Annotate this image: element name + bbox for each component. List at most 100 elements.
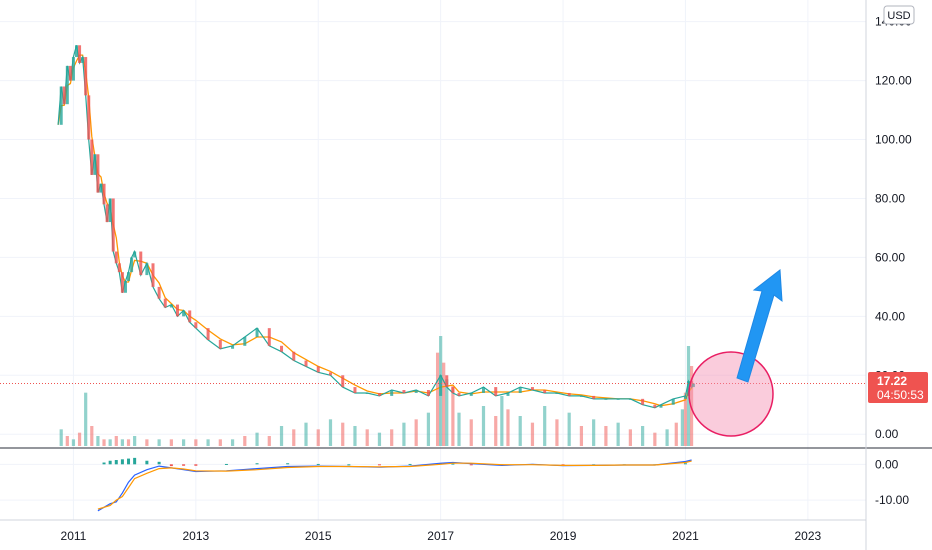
volume-bar bbox=[267, 436, 271, 446]
volume-bar bbox=[114, 436, 118, 446]
volume-bar bbox=[579, 426, 584, 446]
volume-bar bbox=[653, 432, 657, 446]
volume-bar bbox=[628, 429, 632, 446]
volume-bar bbox=[328, 419, 333, 446]
histogram-bar bbox=[102, 462, 106, 465]
volume-bar bbox=[133, 436, 137, 446]
up-arrow-annotation[interactable] bbox=[736, 269, 783, 383]
candle bbox=[439, 375, 443, 396]
candle bbox=[555, 392, 559, 394]
candle bbox=[616, 398, 620, 400]
candle bbox=[120, 272, 124, 293]
candle bbox=[304, 360, 308, 367]
candle bbox=[628, 398, 632, 400]
volume-bar bbox=[543, 406, 547, 446]
volume-bar bbox=[71, 439, 76, 446]
volume-bar bbox=[426, 412, 431, 446]
candle bbox=[691, 383, 695, 388]
volume-bar bbox=[604, 426, 608, 446]
volume-bar bbox=[469, 419, 473, 446]
candle bbox=[592, 395, 596, 399]
volume-bar bbox=[674, 422, 678, 446]
highlight-circle[interactable] bbox=[688, 351, 774, 437]
volume-bar bbox=[457, 412, 461, 446]
histogram-bar bbox=[683, 463, 687, 465]
volume-bar bbox=[390, 429, 394, 446]
volume-bar bbox=[96, 436, 100, 446]
indicator-tick-label: 0.00 bbox=[875, 457, 899, 471]
volume-bar bbox=[90, 426, 94, 446]
volume-bar bbox=[518, 416, 522, 446]
candle bbox=[117, 263, 121, 273]
volume-bar bbox=[641, 426, 645, 446]
candle bbox=[390, 390, 394, 396]
volume-bar bbox=[145, 439, 149, 446]
currency-badge[interactable] bbox=[883, 5, 915, 25]
volume-bar bbox=[402, 422, 406, 446]
current-price-badge[interactable] bbox=[868, 372, 928, 403]
volume-bar bbox=[689, 366, 694, 446]
volume-bar bbox=[680, 409, 684, 446]
candle bbox=[206, 328, 210, 340]
candle bbox=[481, 387, 485, 393]
candle bbox=[90, 139, 94, 175]
histogram-bar bbox=[127, 458, 131, 465]
candle bbox=[87, 95, 91, 140]
candle bbox=[494, 387, 498, 396]
candle bbox=[328, 372, 332, 376]
candle bbox=[96, 154, 100, 193]
candle bbox=[671, 398, 675, 405]
candle bbox=[687, 381, 691, 396]
histogram-bar bbox=[120, 459, 124, 465]
volume-bar bbox=[316, 429, 320, 446]
candle bbox=[365, 392, 369, 394]
time-tick-label: 2019 bbox=[550, 529, 577, 543]
histogram-bar bbox=[286, 463, 290, 465]
volume-bar bbox=[665, 429, 669, 446]
volume-bar bbox=[218, 439, 222, 446]
candle bbox=[451, 387, 455, 393]
candle bbox=[114, 251, 118, 264]
price-tick-label: 60.00 bbox=[875, 250, 905, 264]
volume-bar bbox=[126, 439, 131, 446]
candle bbox=[280, 345, 284, 352]
time-tick-label: 2017 bbox=[427, 529, 454, 543]
histogram-bar bbox=[451, 463, 455, 465]
signal-line bbox=[97, 460, 692, 510]
candle bbox=[518, 387, 522, 393]
candle bbox=[130, 257, 134, 273]
grid bbox=[0, 0, 866, 520]
histogram-bar bbox=[469, 464, 473, 466]
candle bbox=[78, 45, 82, 63]
price-tick-label: 0.00 bbox=[875, 427, 899, 441]
volume-bar bbox=[353, 426, 357, 446]
candle bbox=[102, 183, 106, 205]
candle bbox=[65, 65, 69, 105]
histogram-bar bbox=[157, 461, 161, 465]
volume-bar bbox=[506, 409, 510, 446]
indicator-tick-label: -10.00 bbox=[875, 493, 909, 507]
histogram-bar bbox=[316, 463, 320, 465]
volume-bar bbox=[365, 429, 369, 446]
candle bbox=[157, 286, 161, 299]
candle bbox=[506, 392, 510, 396]
candle bbox=[604, 398, 608, 400]
candle bbox=[690, 381, 694, 388]
candle bbox=[426, 390, 430, 396]
candle bbox=[653, 404, 657, 408]
candle bbox=[543, 390, 547, 393]
indicator-axis-labels[interactable]: 0.00 -10.00 bbox=[875, 457, 909, 507]
histogram-bar bbox=[108, 460, 112, 465]
volume-bar bbox=[108, 439, 112, 446]
volume-bar bbox=[304, 422, 308, 446]
candle bbox=[194, 322, 198, 329]
volume-bar bbox=[435, 352, 440, 446]
candle bbox=[127, 272, 131, 281]
candle bbox=[457, 392, 461, 396]
price-tick-label: 80.00 bbox=[875, 191, 905, 205]
time-axis-labels[interactable]: 2011 2013 2015 2017 2019 2021 2023 bbox=[61, 529, 822, 543]
volume-bar bbox=[59, 429, 63, 446]
volume-bar bbox=[169, 439, 173, 446]
volume-bar bbox=[77, 432, 82, 446]
